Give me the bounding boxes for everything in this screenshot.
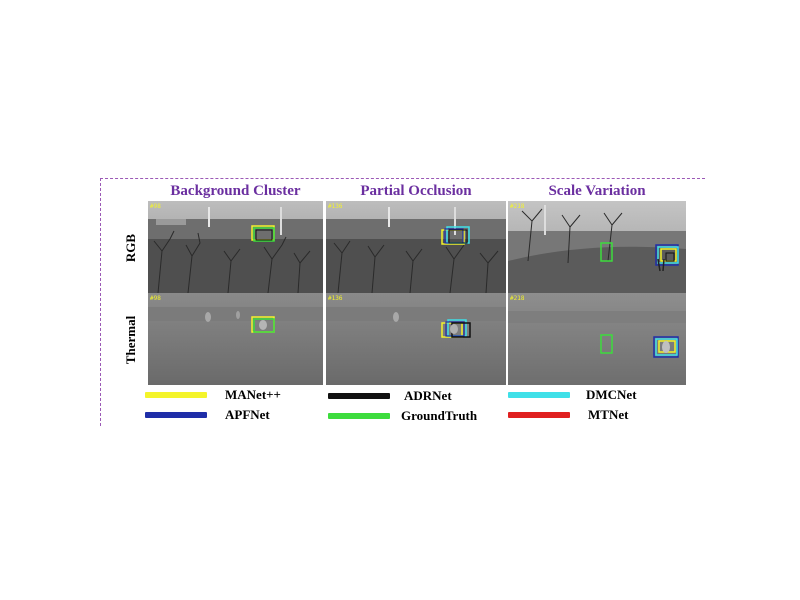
column-title-scale-variation: Scale Variation: [548, 183, 646, 199]
frame-number-98: #98: [150, 203, 161, 210]
frame-number-136: #136: [328, 203, 343, 210]
frame-number-98-thermal: #98: [150, 295, 161, 302]
column-title-partial-occlusion: Partial Occlusion: [360, 183, 472, 199]
legend-swatch-adrnet: [328, 393, 390, 399]
legend-swatch-dmcnet: [508, 392, 570, 398]
legend-label-dmcnet: DMCNet: [586, 387, 637, 402]
dashed-frame-left: [100, 178, 101, 426]
dashed-frame-top: [100, 178, 705, 179]
column-title-background-cluster: Background Cluster: [170, 183, 301, 199]
legend-swatch-manet: [145, 392, 207, 398]
legend-swatch-mtnet: [508, 412, 570, 418]
legend-swatch-apfnet: [145, 412, 207, 418]
legend-label-groundtruth: GroundTruth: [401, 408, 478, 423]
panel-rgb-scale-variation: #218: [508, 201, 686, 293]
panel-thermal-scale-variation: #218: [508, 293, 686, 385]
legend-label-adrnet: ADRNet: [404, 388, 452, 403]
legend-label-apfnet: APFNet: [225, 407, 270, 422]
frame-number-218-thermal: #218: [510, 295, 525, 302]
frame-number-136-thermal: #136: [328, 295, 343, 302]
legend-label-manet: MANet++: [225, 387, 281, 402]
row-label-rgb: RGB: [123, 233, 138, 263]
panel-thermal-background-cluster: #98: [148, 293, 323, 385]
row-label-thermal: Thermal: [123, 315, 138, 365]
frame-number-218: #218: [510, 203, 525, 210]
legend-swatch-groundtruth: [328, 413, 390, 419]
legend-label-mtnet: MTNet: [588, 407, 629, 422]
panel-rgb-background-cluster: #98: [148, 201, 323, 293]
panel-rgb-partial-occlusion: #136: [326, 201, 506, 293]
panel-thermal-partial-occlusion: #136: [326, 293, 506, 385]
